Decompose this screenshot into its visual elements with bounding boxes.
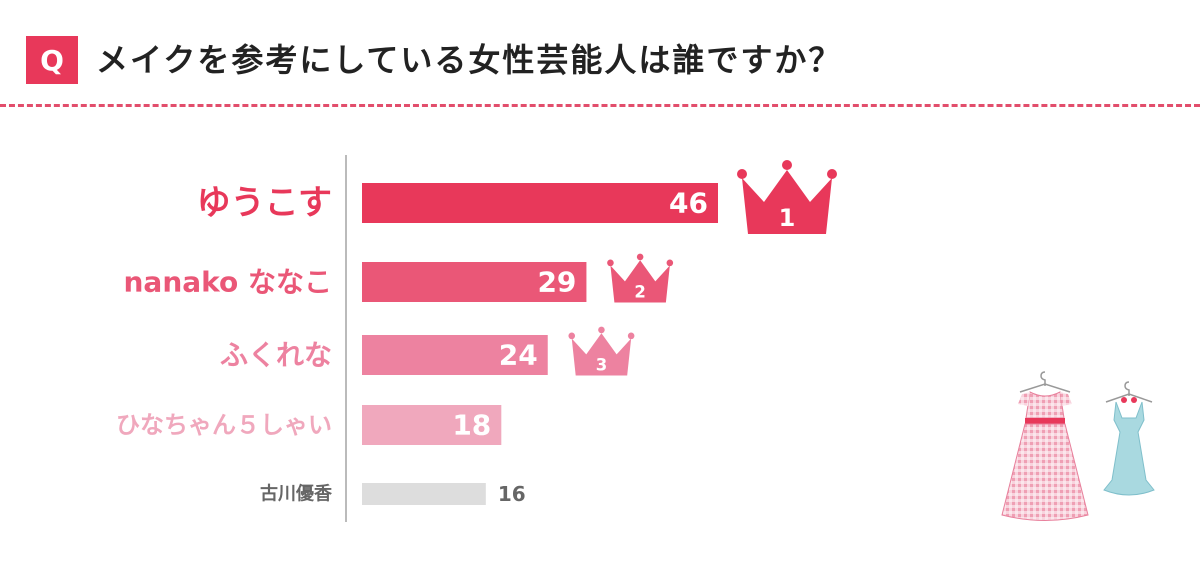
dashed-divider xyxy=(0,104,1200,107)
value-label: 16 xyxy=(498,482,526,506)
rank-crown-icon: 2 xyxy=(607,253,674,303)
value-label: 46 xyxy=(669,187,708,220)
bar xyxy=(362,335,548,375)
blue-dress-icon xyxy=(1103,381,1155,496)
category-label: nanako ななこ xyxy=(123,266,332,299)
category-label: 古川優香 xyxy=(260,483,333,505)
rank-crown-icon: 3 xyxy=(568,326,635,376)
page-title: メイクを参考にしている女性芸能人は誰ですか？ xyxy=(96,41,843,79)
value-label: 29 xyxy=(537,266,576,299)
value-label: 24 xyxy=(499,339,538,372)
value-label: 18 xyxy=(452,409,491,442)
bar xyxy=(362,183,718,223)
rank-number: 2 xyxy=(634,282,646,301)
category-label: ひなちゃん５しゃい xyxy=(116,411,332,439)
rank-number: 3 xyxy=(596,355,608,374)
category-label: ゆうこす xyxy=(197,183,332,223)
question-badge: Q xyxy=(26,36,78,84)
bar xyxy=(362,483,486,505)
bar xyxy=(362,405,502,445)
rank-number: 1 xyxy=(779,204,796,232)
bar xyxy=(362,262,587,302)
pink-dress-icon xyxy=(1001,371,1089,521)
category-label: ふくれな xyxy=(220,339,332,372)
rank-crown-icon: 1 xyxy=(737,160,837,234)
